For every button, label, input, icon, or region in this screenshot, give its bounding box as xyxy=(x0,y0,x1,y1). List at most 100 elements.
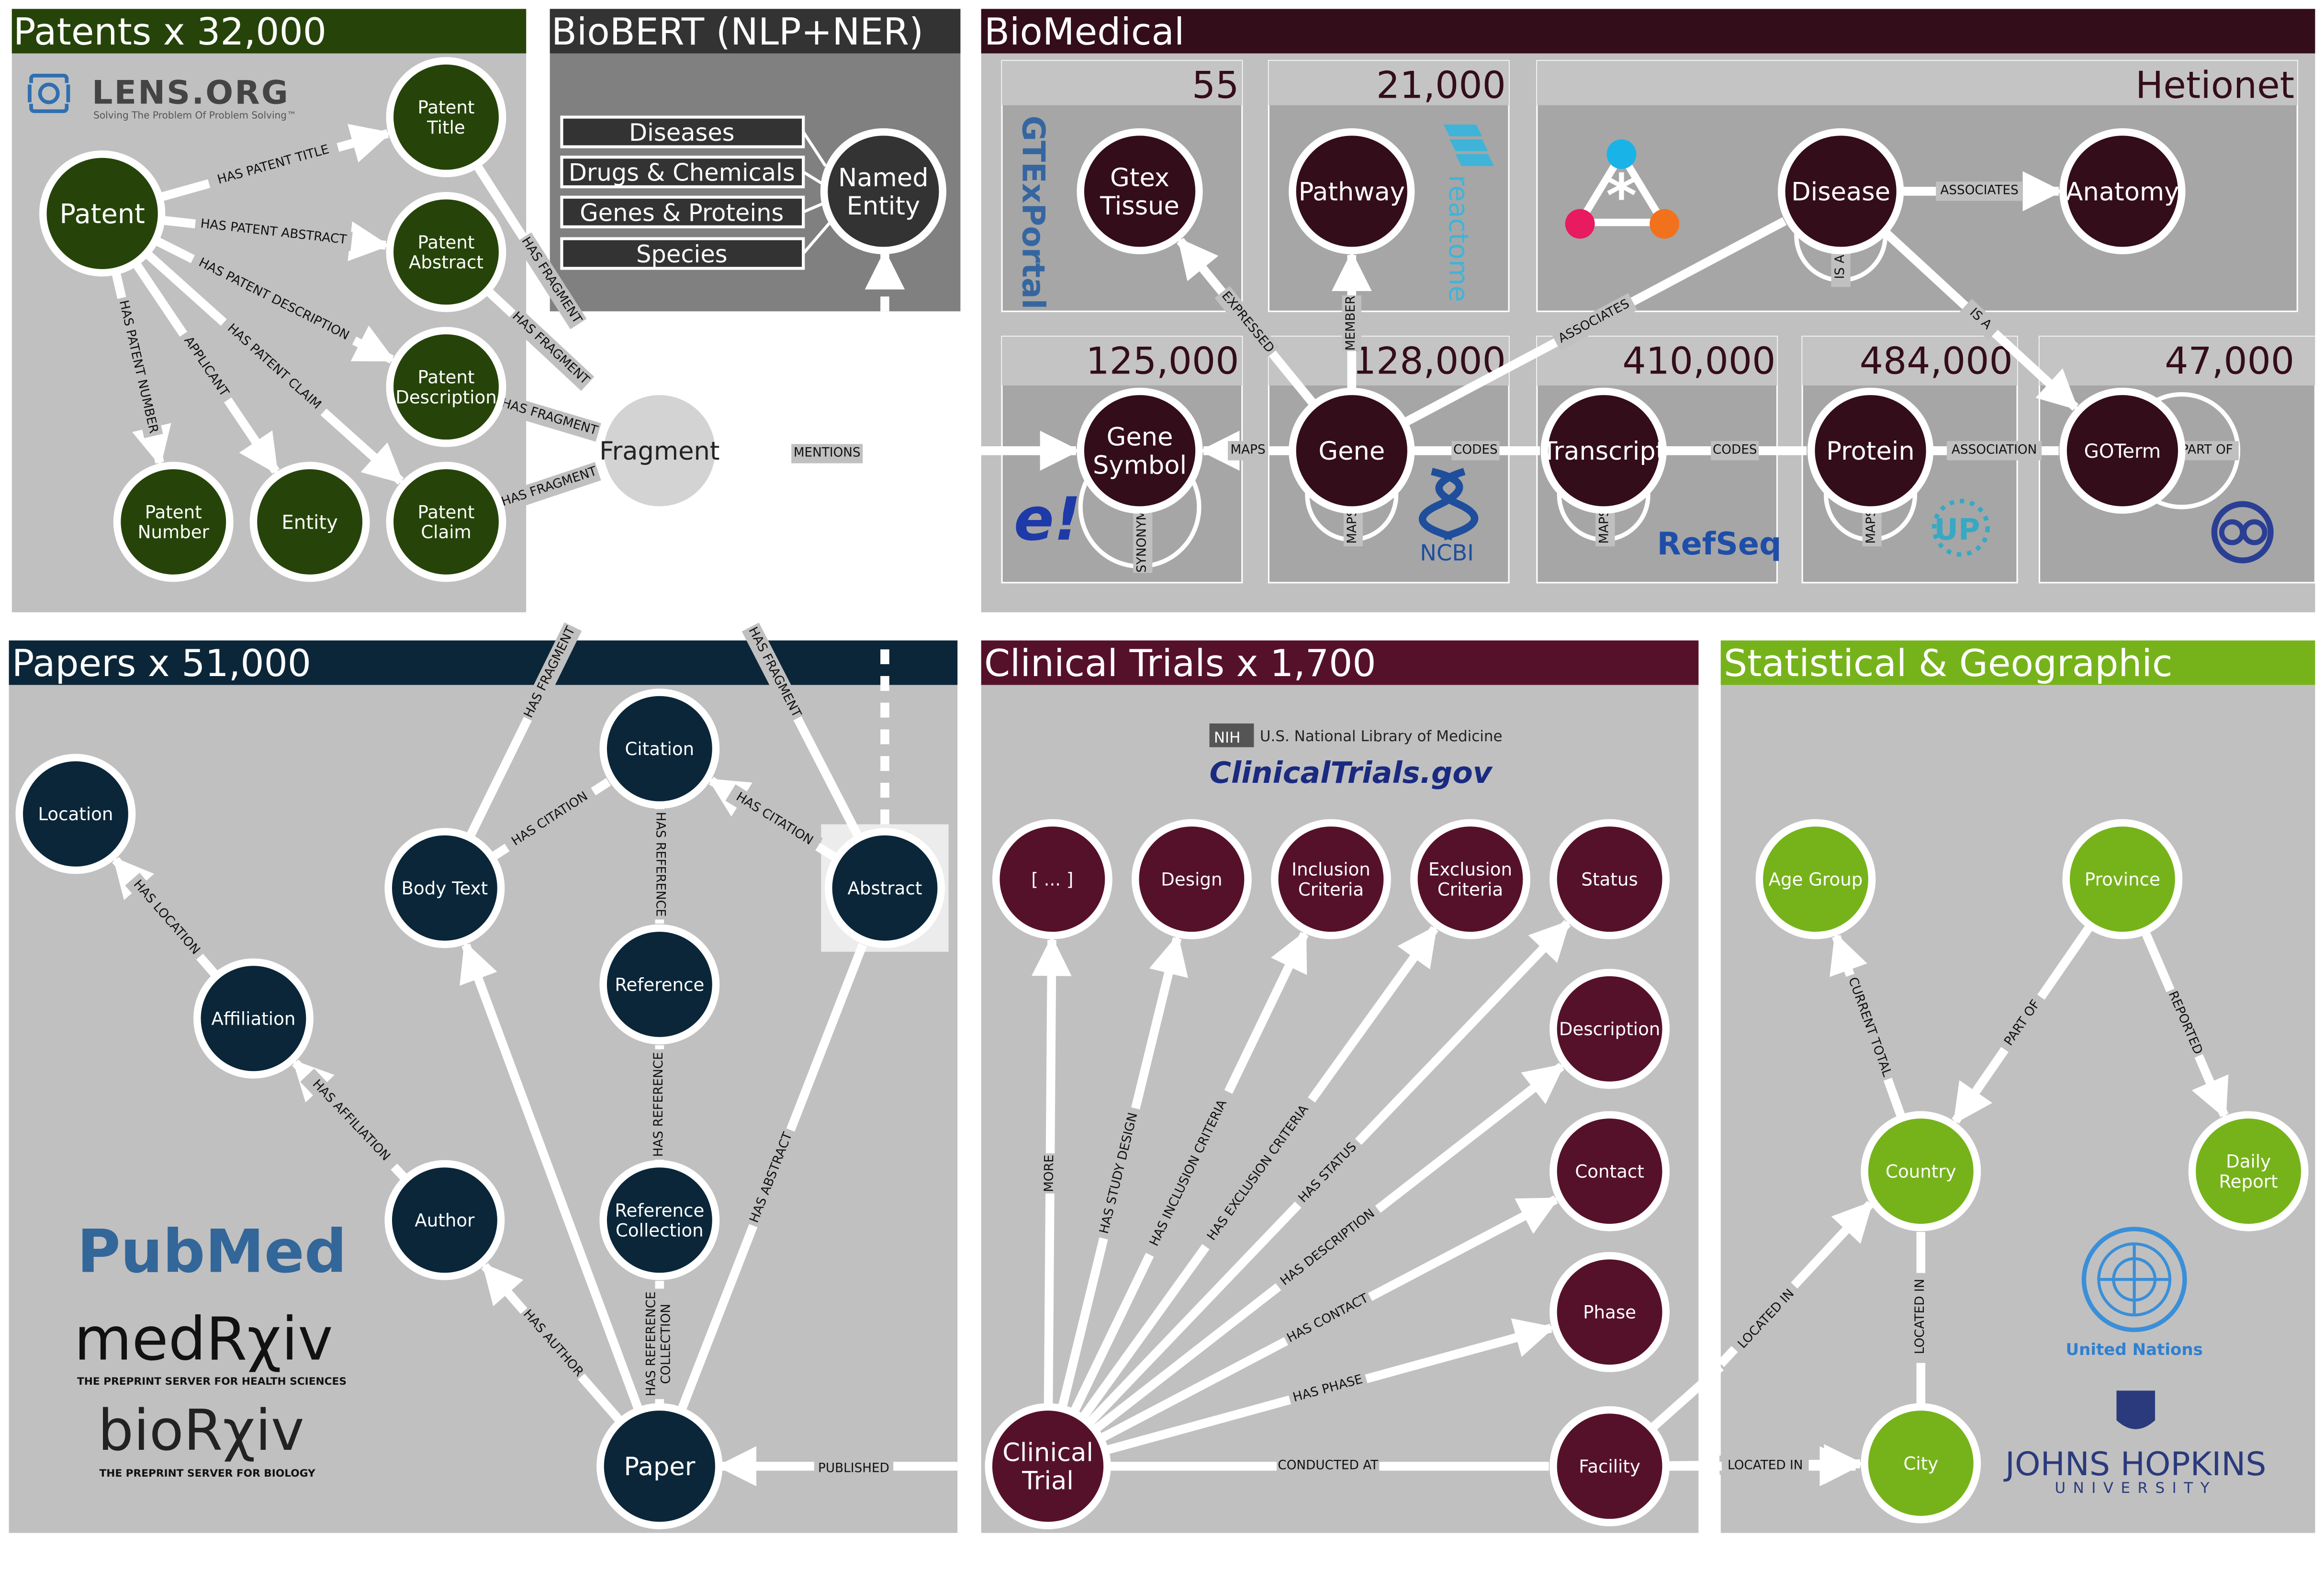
node-pathway[interactable]: Pathway xyxy=(1289,128,1415,255)
node-label: Province xyxy=(2085,869,2160,890)
node-label: Patent xyxy=(417,97,474,118)
node-gene[interactable]: Gene xyxy=(1289,387,1415,514)
node-author[interactable]: Author xyxy=(384,1160,505,1280)
node-goterm[interactable]: GOTerm xyxy=(2059,387,2186,514)
node-label: Patent xyxy=(417,367,474,388)
node-anatomy[interactable]: Anatomy xyxy=(2059,128,2186,255)
node-description[interactable]: Description xyxy=(1549,969,1670,1089)
edge-loop-maps-label: MAPS xyxy=(1595,506,1615,547)
edge-label-maps: MAPS xyxy=(1228,441,1269,461)
node-status[interactable]: Status xyxy=(1549,819,1670,939)
node-label: Daily xyxy=(2226,1152,2271,1172)
node-country[interactable]: Country xyxy=(1861,1111,1981,1231)
edge-label-association: ASSOCIATION xyxy=(1947,441,2042,461)
node-label: Gene xyxy=(1107,423,1173,452)
node-abstract[interactable]: Abstract xyxy=(825,828,945,949)
node-clinical-trial[interactable]: ClinicalTrial xyxy=(985,1403,1111,1529)
edge-label-associates: ASSOCIATES xyxy=(1936,181,2023,201)
node-label: [ ... ] xyxy=(1031,869,1073,890)
node-label: Collection xyxy=(616,1220,704,1241)
node-label: Disease xyxy=(1791,177,1890,206)
edge-label-located-in: LOCATED IN xyxy=(1911,1273,1931,1360)
node-label: Reference xyxy=(615,1200,704,1221)
node-label: Fragment xyxy=(599,437,719,466)
edge-label-has_reference_collection: HAS REFERENCE COLLECTION xyxy=(642,1288,677,1400)
node-design[interactable]: Design xyxy=(1132,819,1252,939)
node-entity[interactable]: Entity xyxy=(249,462,370,582)
node-citation[interactable]: Citation xyxy=(599,689,720,809)
jhu-sub: UNIVERSITY xyxy=(2055,1480,2217,1497)
node-label: Named xyxy=(838,163,929,192)
svg-text:PUBLISHED: PUBLISHED xyxy=(818,1461,889,1476)
biomedical-panel-title: BioMedical xyxy=(984,11,1184,54)
node-transcript[interactable]: Transcript xyxy=(1540,387,1667,514)
ncbi-icon xyxy=(1419,468,1479,541)
node-label: Entity xyxy=(281,511,338,533)
reactome-icon xyxy=(1443,124,1494,166)
node-phase[interactable]: Phase xyxy=(1549,1252,1670,1372)
count-protein: 484,000 xyxy=(1860,339,2013,383)
node-patent[interactable]: Patent xyxy=(39,150,166,277)
trials-panel-title: Clinical Trials x 1,700 xyxy=(984,642,1376,685)
node-label: Gene xyxy=(1318,437,1385,466)
nih-badge-box xyxy=(1209,723,1254,747)
ncbi-logo: NCBI xyxy=(1420,540,1474,565)
node-paper[interactable]: Paper xyxy=(596,1403,723,1529)
node-label: Entity xyxy=(847,192,921,221)
node-disease[interactable]: Disease xyxy=(1778,128,1904,255)
node-more[interactable]: [ ... ] xyxy=(992,819,1112,939)
ner-item-label: Genes & Proteins xyxy=(580,199,784,226)
patents-panel-title: Patents x 32,000 xyxy=(13,11,326,54)
node-protein[interactable]: Protein xyxy=(1807,387,1934,514)
node-label: Exclusion xyxy=(1428,859,1512,880)
node-province[interactable]: Province xyxy=(2062,819,2183,939)
svg-text:MAPS: MAPS xyxy=(1864,509,1878,544)
node-label: Affiliation xyxy=(212,1009,296,1029)
edge-label-member: MEMBER xyxy=(1342,295,1361,351)
svg-text:IS A: IS A xyxy=(1833,255,1847,279)
node-label: Title xyxy=(427,117,465,138)
edge-facility-up xyxy=(1651,1363,1724,1430)
node-label: Protein xyxy=(1826,437,1914,466)
lens-logo-text: LENS.ORG xyxy=(92,74,290,112)
clinicaltrials-logo: ClinicalTrials.gov xyxy=(1210,756,1493,790)
node-label: Patent xyxy=(417,502,474,522)
node-city[interactable]: City xyxy=(1861,1403,1981,1524)
node-label: Pathway xyxy=(1299,177,1405,206)
svg-text:HAS REFERENCE: HAS REFERENCE xyxy=(651,1052,666,1157)
node-label: Location xyxy=(38,804,113,825)
edge-label-conducted_at: CONDUCTED AT xyxy=(1277,1457,1380,1476)
edge-label-located-in: LOCATED IN xyxy=(1721,1457,1809,1476)
node-contact[interactable]: Contact xyxy=(1549,1111,1670,1231)
un-text: United Nations xyxy=(2066,1340,2202,1359)
biorxiv-logo: bioRχiv xyxy=(98,1398,304,1463)
node-reference[interactable]: Reference xyxy=(599,924,720,1045)
count-pathway: 21,000 xyxy=(1376,64,1506,107)
node-label: Criteria xyxy=(1298,879,1364,900)
svg-text:MAPS: MAPS xyxy=(1345,509,1359,544)
medrxiv-tagline: THE PREPRINT SERVER FOR HEALTH SCIENCES xyxy=(77,1376,347,1388)
node-age-group[interactable]: Age Group xyxy=(1755,819,1876,939)
biobert-panel-title: BioBERT (NLP+NER) xyxy=(551,11,923,54)
node-body-text[interactable]: Body Text xyxy=(384,828,505,949)
node-affiliation[interactable]: Affiliation xyxy=(193,958,314,1079)
edge-label-has_reference: HAS REFERENCE xyxy=(650,809,669,920)
node-label: Patent xyxy=(59,199,145,230)
node-fragment[interactable]: Fragment xyxy=(596,387,723,514)
node-location[interactable]: Location xyxy=(15,754,136,874)
node-facility[interactable]: Facility xyxy=(1549,1406,1670,1526)
edge-label-published: PUBLISHED xyxy=(814,1459,894,1479)
edge-label-more: MORE xyxy=(1040,1153,1060,1194)
